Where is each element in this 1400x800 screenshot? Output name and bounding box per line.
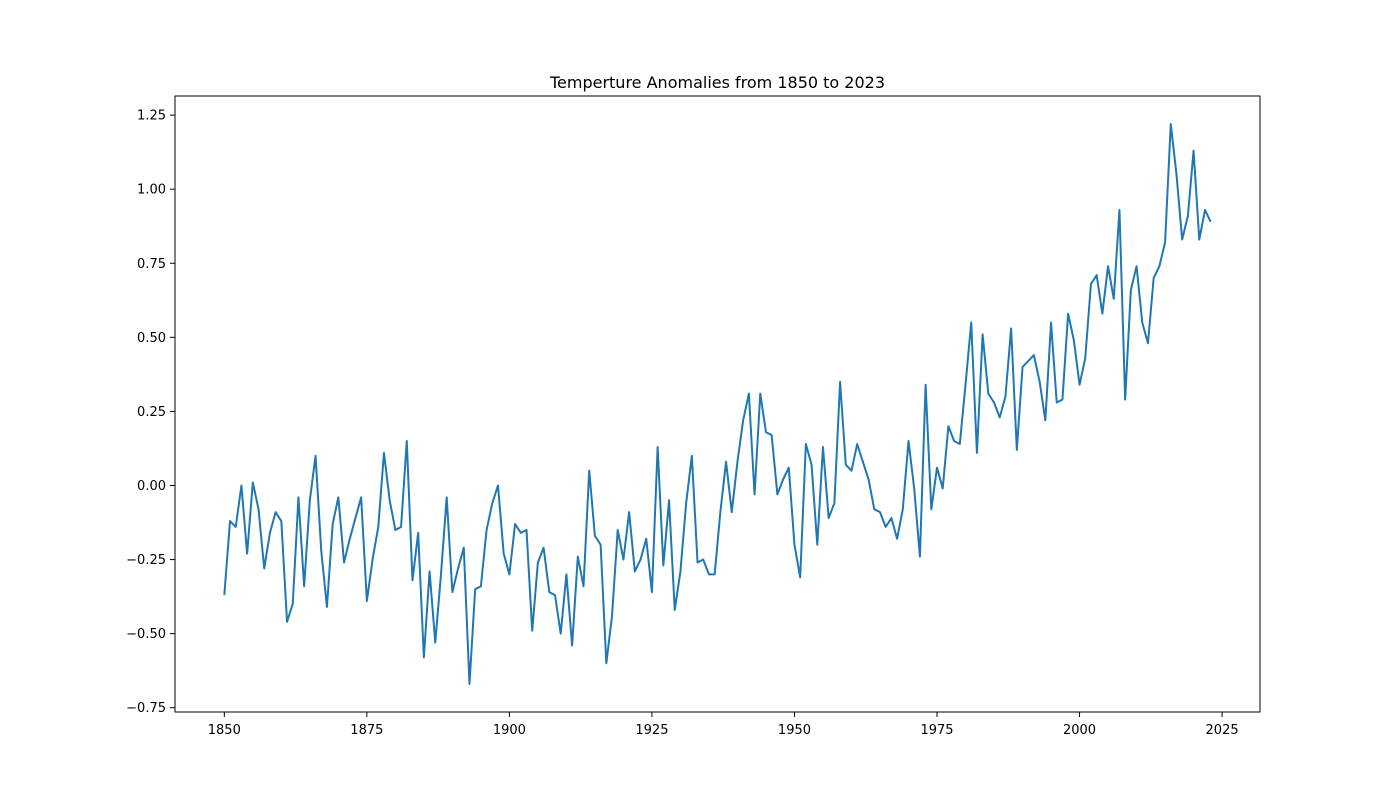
x-tick-label: 1900 [493,723,526,738]
y-tick-label: −0.75 [126,701,166,716]
x-axis: 1850 1875 1900 1925 1950 1975 2000 2025 [208,712,1239,738]
y-tick-label: 0.50 [137,331,166,346]
y-tick-label: 1.25 [137,109,166,124]
x-tick-label: 1975 [920,723,953,738]
y-tick-label: 0.00 [137,479,166,494]
y-tick-label: 1.00 [137,183,166,198]
plot-area-frame [174,95,1261,713]
series-line [223,123,1212,685]
y-tick-label: 0.75 [137,257,166,272]
x-tick-label: 2000 [1063,723,1096,738]
x-tick-label: 1925 [635,723,668,738]
x-tick-label: 1950 [778,723,811,738]
x-tick-label: 2025 [1206,723,1239,738]
y-axis: −0.75 −0.50 −0.25 0.00 0.25 0.50 0.75 1.00 1.25 [126,109,175,716]
series-line-group [223,123,1212,685]
x-tick-label: 1875 [350,723,383,738]
y-tick-label: −0.25 [126,553,166,568]
x-tick-label: 1850 [208,723,241,738]
y-tick-label: −0.50 [126,627,166,642]
chart-title: Temperture Anomalies from 1850 to 2023 [549,73,885,92]
y-tick-label: 0.25 [137,405,166,420]
